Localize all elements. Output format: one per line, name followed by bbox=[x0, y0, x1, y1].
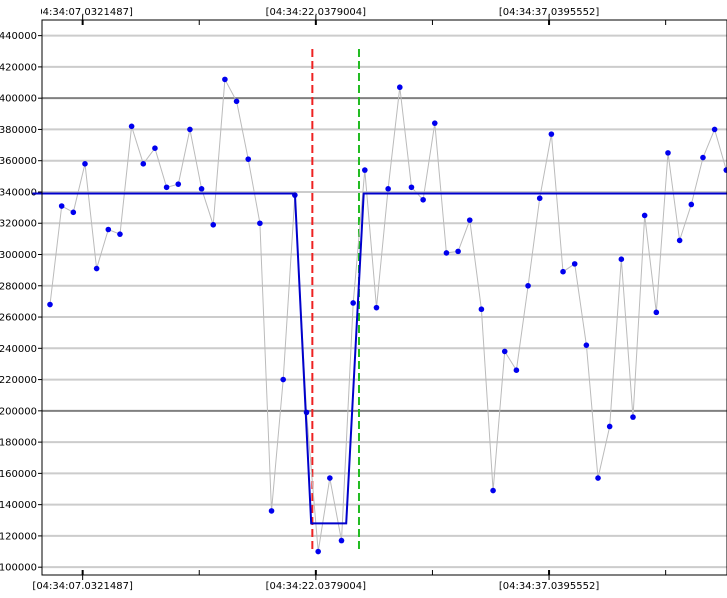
plot-border bbox=[41, 19, 727, 576]
sample-point bbox=[245, 156, 252, 162]
sample-point bbox=[47, 301, 53, 308]
y-tick-label: 420000 bbox=[0, 62, 37, 73]
sample-point bbox=[327, 475, 333, 481]
fitted-series bbox=[32, 192, 727, 525]
fitted-line bbox=[32, 192, 727, 525]
sample-point bbox=[338, 537, 345, 544]
sample-point bbox=[58, 203, 65, 209]
sample-point bbox=[641, 212, 648, 219]
sample-point bbox=[222, 76, 228, 83]
x-tick-label-bottom: [04:34:22.0379004] bbox=[266, 581, 367, 592]
sample-point bbox=[175, 181, 182, 187]
sample-point bbox=[676, 237, 683, 244]
x-tick-label-top: [04:34:07.0321487] bbox=[32, 7, 133, 18]
y-tick-label: 240000 bbox=[0, 344, 37, 355]
y-tick-label: 440000 bbox=[0, 31, 37, 42]
sample-point bbox=[163, 184, 170, 191]
y-tick-label: 220000 bbox=[0, 375, 37, 386]
y-axis: 100000 120000 140000 160000 180000 200000 2200… bbox=[0, 31, 42, 574]
sample-point bbox=[350, 300, 356, 306]
y-tick-label: 320000 bbox=[0, 219, 37, 230]
y-tick-label: 160000 bbox=[0, 469, 37, 480]
sample-point bbox=[630, 414, 636, 420]
sample-point bbox=[501, 348, 508, 355]
sample-point bbox=[525, 282, 531, 289]
y-tick-label: 380000 bbox=[0, 125, 37, 136]
plot-frame bbox=[0, 0, 727, 576]
y-tick-label: 120000 bbox=[0, 531, 37, 542]
sample-point bbox=[268, 508, 275, 514]
sample-point bbox=[490, 487, 496, 494]
y-tick-label: 260000 bbox=[0, 313, 37, 324]
sample-point bbox=[478, 306, 485, 313]
sample-point bbox=[70, 209, 77, 216]
sample-point bbox=[688, 201, 695, 208]
sample-point bbox=[385, 186, 391, 192]
sample-point bbox=[606, 423, 613, 430]
sample-point bbox=[513, 367, 520, 373]
y-tick-label: 360000 bbox=[0, 156, 37, 167]
sample-point bbox=[571, 261, 578, 267]
sample-point bbox=[362, 167, 368, 173]
sample-point bbox=[280, 376, 287, 383]
sample-point bbox=[315, 548, 321, 555]
sample-point bbox=[373, 304, 380, 311]
sample-point bbox=[711, 126, 718, 133]
y-tick-label: 140000 bbox=[0, 500, 37, 511]
y-tick-label: 180000 bbox=[0, 438, 37, 449]
x-tick-label-bottom: [04:34:37.0395552] bbox=[499, 581, 600, 592]
sample-point bbox=[93, 265, 100, 272]
sample-point bbox=[105, 226, 112, 233]
sample-point bbox=[536, 195, 543, 202]
sample-point bbox=[152, 145, 158, 151]
sample-point bbox=[560, 268, 566, 275]
sample-point bbox=[443, 250, 450, 256]
x-tick-label-bottom: [04:34:07.0321487] bbox=[32, 581, 133, 592]
sample-point bbox=[466, 217, 473, 223]
sample-point bbox=[117, 231, 123, 237]
sample-point bbox=[595, 475, 601, 481]
sample-point bbox=[210, 222, 217, 228]
sample-point bbox=[618, 256, 625, 262]
x-tick-label-top: [04:34:37.0395552] bbox=[499, 7, 600, 18]
sample-point bbox=[455, 248, 461, 255]
sample-point bbox=[653, 309, 660, 316]
samples-line bbox=[49, 77, 727, 552]
sample-point bbox=[82, 161, 88, 167]
sample-point bbox=[431, 120, 438, 126]
sample-point bbox=[140, 161, 147, 167]
grid bbox=[42, 34, 727, 569]
sample-point bbox=[233, 98, 240, 105]
sample-point bbox=[700, 154, 706, 161]
x-axis: [04:34:07.0321487] [04:34:07.0321487] [04:… bbox=[32, 7, 667, 592]
y-tick-label: 340000 bbox=[0, 187, 37, 198]
sample-point bbox=[723, 167, 727, 173]
sample-point bbox=[420, 196, 426, 203]
samples-series bbox=[47, 76, 727, 555]
sample-point bbox=[397, 84, 403, 91]
sample-point bbox=[408, 184, 415, 191]
sample-point bbox=[665, 150, 671, 156]
y-tick-label: 300000 bbox=[0, 250, 37, 261]
x-tick-label-top: [04:34:22.0379004] bbox=[266, 7, 367, 18]
y-tick-label: 200000 bbox=[0, 406, 37, 417]
sample-point bbox=[583, 342, 590, 348]
sample-point bbox=[198, 186, 205, 192]
sample-point bbox=[187, 126, 193, 133]
sample-point bbox=[128, 123, 135, 130]
y-tick-label: 100000 bbox=[0, 563, 37, 574]
y-tick-label: 280000 bbox=[0, 281, 37, 292]
y-tick-label: 400000 bbox=[0, 94, 37, 105]
corner-mask bbox=[0, 0, 41, 19]
sample-point bbox=[548, 131, 555, 137]
sample-point bbox=[257, 220, 263, 227]
